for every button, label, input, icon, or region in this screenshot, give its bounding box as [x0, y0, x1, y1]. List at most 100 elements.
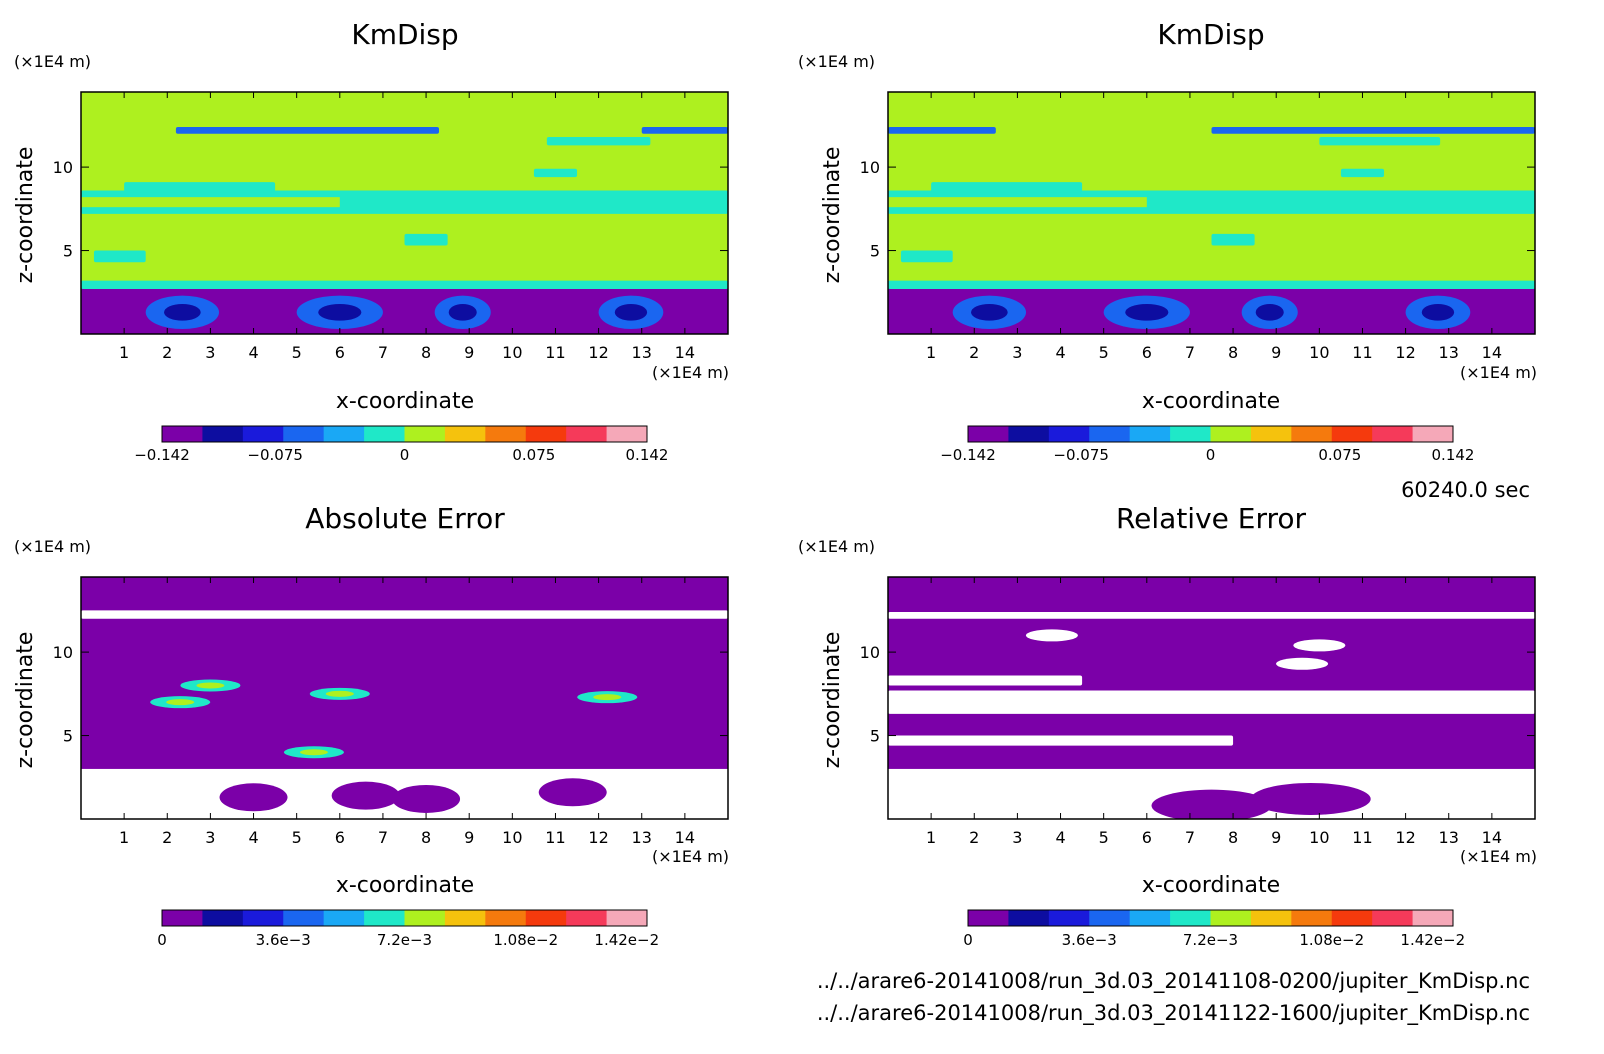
- upper-jet-band: [175, 127, 440, 134]
- colorbar-label: 0.142: [1432, 446, 1475, 464]
- x-tick-label: 3: [1012, 828, 1022, 847]
- x-tick-label: 7: [1185, 343, 1195, 362]
- colorbar-cell: [404, 910, 446, 926]
- mid-white-band: [888, 675, 1083, 686]
- x-axis-label: x-coordinate: [1142, 389, 1280, 414]
- colorbar-cell: [968, 426, 1009, 442]
- colorbar-cell: [162, 910, 203, 926]
- x-tick-label: 4: [248, 343, 258, 362]
- x-tick-label: 13: [1439, 343, 1459, 362]
- x-tick-label: 3: [205, 343, 215, 362]
- lower-vortex-core: [1255, 303, 1284, 321]
- x-axis-label: x-coordinate: [1142, 873, 1280, 898]
- plot-frame: [80, 91, 729, 335]
- mid-gap: [888, 197, 1147, 208]
- chart-title: KmDisp: [1157, 18, 1264, 51]
- colorbar-label: 0.142: [626, 446, 669, 464]
- mid-cyan-band: [81, 190, 728, 214]
- x-tick-label: 12: [1395, 828, 1415, 847]
- x-tick-label: 4: [1055, 828, 1065, 847]
- lower-vortex-core: [164, 303, 201, 321]
- x-axis-label: x-coordinate: [336, 873, 474, 898]
- error-spot-core: [196, 682, 225, 689]
- x-tick-label: 7: [378, 343, 388, 362]
- colorbar-cell: [566, 426, 608, 442]
- x-tick-label: 7: [1185, 828, 1195, 847]
- colorbar-label: 1.08e−2: [1299, 931, 1364, 949]
- x-tick-label: 4: [248, 828, 258, 847]
- mid-white-band: [888, 690, 1535, 714]
- colorbar-cell: [1210, 910, 1252, 926]
- colorbar-cell: [1008, 910, 1050, 926]
- x-unit-label: (×1E4 m): [652, 363, 729, 382]
- colorbar-cell: [1048, 910, 1090, 926]
- x-tick-label: 2: [162, 828, 172, 847]
- colorbar-cell: [1170, 426, 1211, 442]
- chart-title: KmDisp: [351, 18, 458, 51]
- x-tick-label: 1: [926, 343, 936, 362]
- white-patch: [1025, 629, 1078, 642]
- colorbar-cell: [323, 426, 365, 442]
- colorbar-label: 0.075: [512, 446, 555, 464]
- colorbar-cell: [242, 910, 284, 926]
- error-lower-patch: [331, 781, 400, 810]
- y-axis-label: z-coordinate: [13, 147, 38, 284]
- white-patch: [888, 735, 1234, 746]
- chart-panel-3: Absolute Error(×1E4 m)1 2 3 4 5 6 7 8 9 10 11 12 13 1…: [13, 502, 729, 949]
- field-area: [888, 577, 1535, 819]
- white-patch: [1293, 639, 1346, 652]
- colorbar-cell: [1291, 426, 1333, 442]
- lower-vortex-core: [1421, 303, 1455, 321]
- colorbar-cell: [283, 910, 325, 926]
- y-unit-label: (×1E4 m): [14, 52, 91, 71]
- cyan-patch: [1211, 233, 1255, 246]
- colorbar-cell: [566, 910, 608, 926]
- colorbar-label: 3.6e−3: [1062, 931, 1117, 949]
- colorbar-label: 0: [1206, 446, 1216, 464]
- colorbar-frame: [161, 425, 648, 443]
- colorbar-cell: [525, 426, 567, 442]
- lower-purple-patch: [1250, 782, 1371, 815]
- x-tick-label: 8: [1228, 343, 1238, 362]
- colorbar-cell: [444, 426, 486, 442]
- file-path-label: ../../arare6-20141008/run_3d.03_20141122…: [817, 1001, 1530, 1026]
- colorbar-cell: [1210, 426, 1252, 442]
- x-tick-label: 14: [1482, 828, 1502, 847]
- x-tick-label: 13: [632, 828, 652, 847]
- time-label: 60240.0 sec: [1401, 478, 1530, 502]
- colorbar-label: 1.42e−2: [1400, 931, 1465, 949]
- cyan-patch: [546, 137, 651, 146]
- cyan-patch: [1340, 168, 1385, 178]
- plot-frame: [887, 576, 1536, 820]
- cyan-patch: [124, 182, 276, 193]
- plot-frame: [887, 91, 1536, 335]
- x-tick-label: 10: [502, 828, 522, 847]
- cyan-patch: [93, 250, 146, 263]
- x-tick-label: 1: [926, 828, 936, 847]
- colorbar-cell: [242, 426, 284, 442]
- x-tick-label: 4: [1055, 343, 1065, 362]
- upper-white-band: [81, 610, 728, 619]
- x-tick-label: 2: [162, 343, 172, 362]
- colorbar-cell: [1170, 910, 1211, 926]
- chart-panel-4: Relative Error(×1E4 m)1 2 3 4 5 6 7 8 9 10 11 12 13 1…: [798, 502, 1537, 949]
- colorbar-cell: [1129, 910, 1171, 926]
- x-tick-label: 6: [335, 343, 345, 362]
- colorbar-frame: [967, 425, 1454, 443]
- chart-panel-1: KmDisp(×1E4 m)1 2 3 4 5 6 7 8 9 10 11 12 13 14510(×1E…: [13, 18, 729, 464]
- x-tick-label: 2: [969, 343, 979, 362]
- x-unit-label: (×1E4 m): [1460, 363, 1537, 382]
- colorbar-cell: [364, 426, 405, 442]
- upper-jet-band: [641, 127, 728, 134]
- colorbar-cell: [323, 910, 365, 926]
- cyan-patch: [931, 182, 1083, 193]
- colorbar-label: −0.142: [940, 446, 996, 464]
- lower-vortex-core: [448, 303, 477, 321]
- colorbar-cell: [1331, 910, 1373, 926]
- x-tick-label: 9: [464, 828, 474, 847]
- field-area: [81, 577, 728, 819]
- colorbar-cell: [525, 910, 567, 926]
- colorbar-cell: [485, 426, 527, 442]
- colorbar-cell: [1129, 426, 1171, 442]
